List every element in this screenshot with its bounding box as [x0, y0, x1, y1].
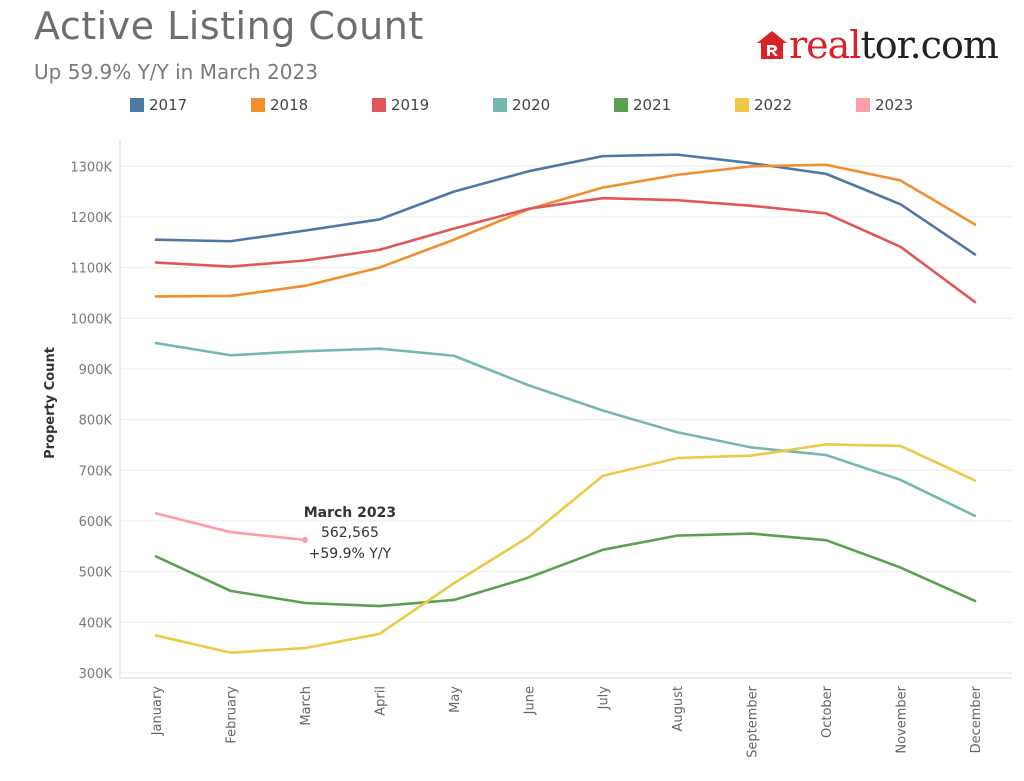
y-axis-title: Property Count: [43, 347, 58, 459]
legend-swatch: [493, 98, 507, 112]
annotation-marker: [301, 536, 308, 543]
y-tick-label: 500K: [79, 566, 113, 581]
legend-item-2021: 2021: [614, 96, 671, 114]
x-tick-label: March: [299, 686, 314, 726]
x-tick-label: July: [597, 686, 612, 711]
x-tick-label: January: [150, 686, 165, 737]
legend-label: 2021: [633, 96, 672, 114]
y-tick-label: 400K: [79, 616, 113, 631]
legend-swatch: [372, 98, 386, 112]
y-tick-label: 800K: [79, 414, 113, 429]
x-tick-label: April: [373, 686, 388, 716]
legend-label: 2023: [875, 96, 914, 114]
legend-item-2020: 2020: [493, 96, 550, 114]
legend-label: 2022: [754, 96, 793, 114]
legend-label: 2018: [270, 96, 309, 114]
x-tick-label: October: [820, 685, 835, 738]
series-line-2018: [154, 163, 977, 298]
y-tick-label: 1000K: [70, 312, 112, 327]
legend-swatch: [735, 98, 749, 112]
y-tick-label: 600K: [79, 515, 113, 530]
series-line-2020: [154, 341, 977, 518]
legend-swatch: [130, 98, 144, 112]
annotation-value: 562,565: [321, 525, 379, 541]
legend-swatch: [251, 98, 265, 112]
x-tick-label: February: [224, 686, 239, 744]
x-tick-label: August: [671, 686, 686, 732]
annotation-title: March 2023: [304, 505, 396, 521]
legend-item-2018: 2018: [251, 96, 308, 114]
series-line-2022: [154, 443, 977, 654]
y-tick-label: 1200K: [70, 211, 112, 226]
chart-title: Active Listing Count: [34, 4, 424, 48]
y-tick-label: 900K: [79, 363, 113, 378]
logo-text-tor: tor.com: [860, 23, 998, 67]
house-r-icon: [757, 31, 787, 59]
legend-item-2017: 2017: [130, 96, 187, 114]
logo-text-real: real: [789, 23, 861, 67]
series-line-2023: [154, 512, 307, 542]
legend-label: 2017: [149, 96, 188, 114]
y-tick-label: 1100K: [70, 262, 112, 277]
legend-swatch: [614, 98, 628, 112]
series-line-2021: [154, 532, 977, 608]
y-tick-label: 300K: [79, 667, 113, 682]
x-tick-label: September: [746, 685, 761, 758]
chart-subtitle: Up 59.9% Y/Y in March 2023: [34, 60, 318, 84]
legend-label: 2019: [391, 96, 430, 114]
legend-swatch: [856, 98, 870, 112]
realtor-logo: realtor.com: [755, 23, 999, 67]
x-tick-label: May: [448, 686, 463, 713]
series-line-2019: [154, 196, 977, 304]
logo-wordmark: realtor.com: [789, 23, 999, 67]
y-tick-label: 700K: [79, 464, 113, 479]
legend-item-2022: 2022: [735, 96, 792, 114]
legend-label: 2020: [512, 96, 551, 114]
x-tick-label: June: [522, 686, 537, 715]
x-tick-label: November: [895, 685, 910, 753]
x-tick-label: December: [969, 685, 984, 753]
y-tick-label: 1300K: [70, 160, 112, 175]
series-line-2017: [154, 153, 977, 256]
annotation-change: +59.9% Y/Y: [309, 546, 392, 562]
legend-item-2019: 2019: [372, 96, 429, 114]
legend-item-2023: 2023: [856, 96, 913, 114]
